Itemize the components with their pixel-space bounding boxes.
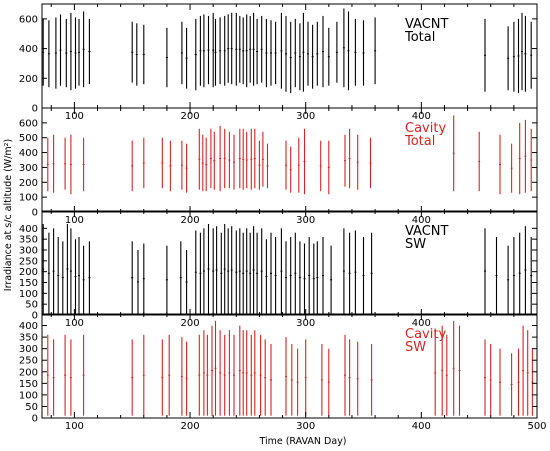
x-tick-label: 100: [65, 318, 84, 329]
x-tick-label: 100: [65, 111, 84, 122]
y-tick-label: 50: [25, 402, 38, 413]
panel-label-line1: Cavity: [405, 327, 446, 342]
panel-label-line2: SW: [405, 237, 426, 252]
y-tick-label: 100: [19, 289, 38, 300]
x-tick-label: 300: [296, 111, 315, 122]
x-tick-label: 200: [180, 421, 199, 432]
y-axis-title: Irradiance at s/c altitude (W/m²): [3, 139, 14, 291]
y-tick-label: 200: [19, 178, 38, 189]
panel-label-line2: SW: [405, 340, 426, 355]
y-tick-label: 250: [19, 356, 38, 367]
y-tick-label: 200: [19, 74, 38, 85]
x-tick-label: 100: [65, 215, 84, 226]
y-tick-label: 600: [19, 14, 38, 25]
y-tick-label: 200: [19, 267, 38, 278]
panel-frame: [41, 3, 538, 109]
y-tick-label: 600: [19, 118, 38, 129]
y-tick-label: 300: [19, 246, 38, 257]
y-tick-label: 400: [19, 224, 38, 235]
y-tick-label: 350: [19, 235, 38, 246]
x-tick-label: 300: [296, 318, 315, 329]
panel-label-line1: VACNT: [405, 224, 449, 239]
x-tick-label: 400: [412, 215, 431, 226]
y-tick-label: 400: [19, 321, 38, 332]
y-tick-label: 100: [19, 390, 38, 401]
panel-frame: [41, 313, 538, 419]
x-tick-label: 200: [180, 111, 199, 122]
x-tick-label: 300: [296, 215, 315, 226]
y-tick-label: 300: [19, 163, 38, 174]
x-tick-label: 400: [412, 318, 431, 329]
x-tick-label: 300: [296, 421, 315, 432]
y-tick-label: 400: [19, 148, 38, 159]
panel-frame: [41, 210, 538, 316]
x-tick-label: 100: [65, 421, 84, 432]
x-tick-label: 400: [412, 111, 431, 122]
x-tick-label: 400: [412, 421, 431, 432]
x-tick-label: 200: [180, 318, 199, 329]
y-tick-label: 0: [32, 311, 38, 322]
panel-label-line1: VACNT: [405, 17, 449, 32]
y-tick-label: 200: [19, 367, 38, 378]
y-tick-label: 150: [19, 278, 38, 289]
x-tick-label: 500: [527, 421, 546, 432]
y-tick-label: 50: [25, 300, 38, 311]
y-tick-label: 0: [32, 208, 38, 219]
y-tick-label: 350: [19, 333, 38, 344]
panel-frame: [41, 107, 538, 213]
y-tick-label: 0: [32, 414, 38, 425]
y-tick-label: 250: [19, 256, 38, 267]
x-tick-label: 200: [180, 215, 199, 226]
y-tick-label: 500: [19, 133, 38, 144]
panel-label-line1: Cavity: [405, 121, 446, 136]
y-tick-label: 300: [19, 344, 38, 355]
y-tick-label: 400: [19, 44, 38, 55]
x-axis-title: Time (RAVAN Day): [258, 436, 346, 447]
y-tick-label: 100: [19, 193, 38, 204]
panel-label-line2: Total: [404, 134, 435, 149]
y-tick-label: 0: [32, 104, 38, 115]
panel-label-line2: Total: [404, 30, 435, 45]
y-tick-label: 150: [19, 379, 38, 390]
